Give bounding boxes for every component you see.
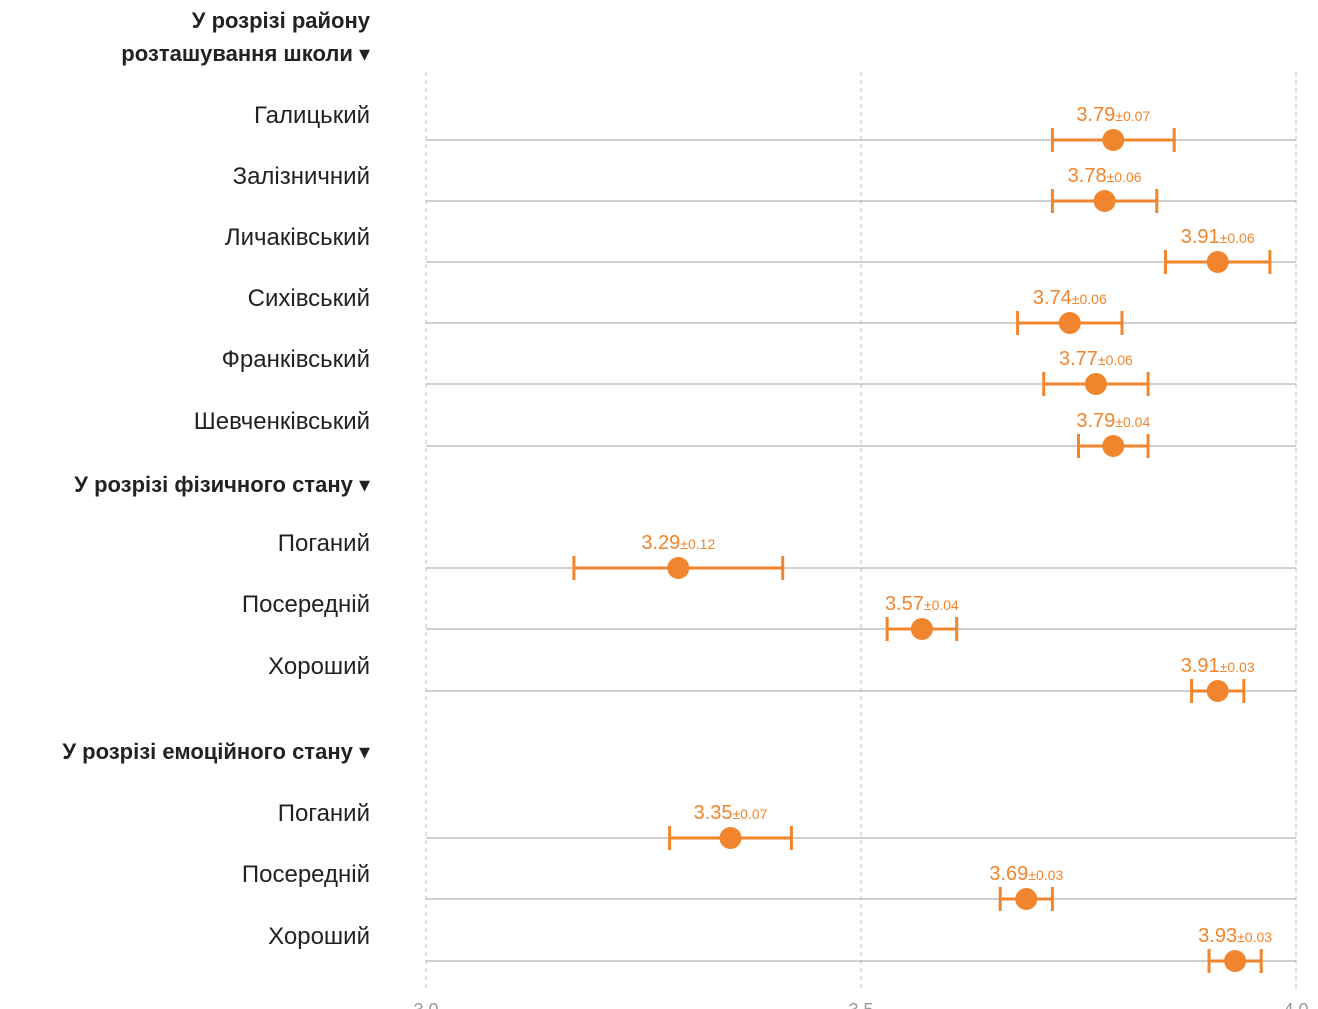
value-error: ±0.03: [1028, 867, 1063, 883]
data-point: [1102, 435, 1125, 457]
value-label: 3.91±0.03: [1181, 655, 1255, 677]
category-label: Хороший: [268, 923, 370, 950]
data-point: [1015, 888, 1038, 910]
value-error: ±0.04: [924, 597, 959, 613]
category-label: Галицький: [254, 102, 370, 129]
value-label: 3.57±0.04: [885, 593, 959, 615]
category-label: Поганий: [278, 800, 370, 827]
data-point: [1093, 190, 1116, 212]
data-point: [1206, 680, 1229, 702]
x-tick-label: 3.0: [413, 1000, 438, 1009]
value-error: ±0.03: [1237, 929, 1272, 945]
value-error: ±0.03: [1220, 659, 1255, 675]
data-point: [719, 827, 742, 849]
value-main: 3.79: [1076, 104, 1115, 126]
category-label: Посередній: [242, 861, 370, 888]
value-label: 3.69±0.03: [989, 863, 1063, 885]
value-label: 3.91±0.06: [1181, 226, 1255, 248]
value-main: 3.69: [989, 863, 1028, 885]
data-point: [1084, 373, 1107, 395]
data-point: [1206, 251, 1229, 273]
value-error: ±0.06: [1107, 169, 1142, 185]
group-title: У розрізі фізичного стану ▾: [74, 472, 370, 497]
value-error: ±0.12: [680, 536, 715, 552]
value-main: 3.74: [1033, 287, 1072, 309]
value-main: 3.79: [1076, 410, 1115, 432]
value-main: 3.57: [885, 593, 924, 615]
value-error: ±0.07: [1115, 108, 1150, 124]
group-title: У розрізі району: [192, 8, 371, 33]
category-label: Франківський: [222, 346, 370, 373]
value-error: ±0.06: [1072, 291, 1107, 307]
value-main: 3.93: [1198, 925, 1237, 947]
value-main: 3.35: [694, 802, 733, 824]
category-label: Залізничний: [233, 163, 370, 190]
category-label: Личаківський: [225, 224, 370, 251]
value-main: 3.78: [1068, 165, 1107, 187]
value-label: 3.79±0.07: [1076, 104, 1150, 126]
value-label: 3.77±0.06: [1059, 348, 1133, 370]
data-point: [667, 557, 690, 579]
value-label: 3.74±0.06: [1033, 287, 1107, 309]
group-title: У розрізі емоційного стану ▾: [62, 739, 370, 764]
value-main: 3.29: [641, 532, 680, 554]
category-label: Шевченківський: [194, 408, 370, 435]
value-error: ±0.06: [1220, 230, 1255, 246]
value-error: ±0.04: [1115, 414, 1150, 430]
value-label: 3.78±0.06: [1068, 165, 1142, 187]
category-label: Сихівський: [248, 285, 370, 312]
x-tick-label: 4.0: [1283, 1000, 1308, 1009]
group-title: розташування школи ▾: [121, 41, 370, 66]
data-point: [1102, 129, 1125, 151]
data-point: [1224, 950, 1247, 972]
value-main: 3.77: [1059, 348, 1098, 370]
value-label: 3.29±0.12: [641, 532, 715, 554]
category-label: Хороший: [268, 653, 370, 680]
value-error: ±0.06: [1098, 352, 1133, 368]
x-tick-label: 3.5: [848, 1000, 873, 1009]
category-label: Посередній: [242, 591, 370, 618]
data-point: [1058, 312, 1081, 334]
value-main: 3.91: [1181, 655, 1220, 677]
value-label: 3.35±0.07: [694, 802, 768, 824]
category-label: Поганий: [278, 530, 370, 557]
data-point: [910, 618, 933, 640]
value-error: ±0.07: [733, 806, 768, 822]
value-label: 3.93±0.03: [1198, 925, 1272, 947]
value-label: 3.79±0.04: [1076, 410, 1150, 432]
value-main: 3.91: [1181, 226, 1220, 248]
